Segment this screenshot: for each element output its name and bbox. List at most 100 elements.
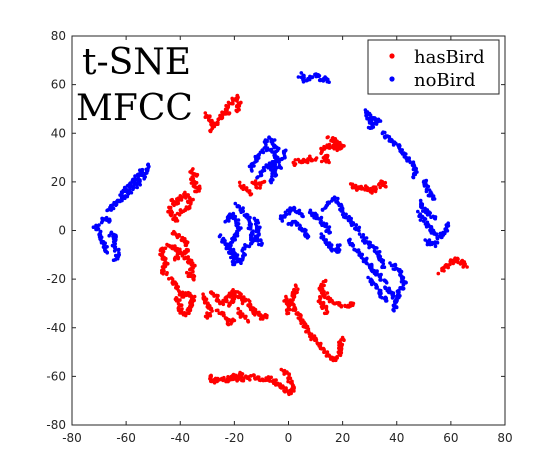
data-point-hasbird [189, 308, 193, 312]
data-point-hasbird [184, 243, 188, 247]
data-point-hasbird [194, 173, 198, 177]
data-point-hasbird [221, 111, 225, 115]
y-tick-label: 20 [51, 175, 66, 189]
data-point-nobird [99, 230, 103, 234]
data-point-nobird [144, 168, 148, 172]
data-point-nobird [394, 142, 398, 146]
data-point-nobird [416, 210, 420, 214]
data-point-hasbird [177, 307, 181, 311]
data-point-hasbird [246, 189, 250, 193]
data-point-hasbird [313, 338, 317, 342]
data-point-nobird [411, 175, 415, 179]
data-point-hasbird [306, 161, 310, 165]
data-point-hasbird [269, 376, 273, 380]
data-point-hasbird [165, 273, 169, 277]
data-point-nobird [436, 241, 440, 245]
y-tick-label: 60 [51, 78, 66, 92]
data-point-nobird [319, 219, 323, 223]
data-point-hasbird [159, 249, 163, 253]
data-point-nobird [420, 206, 424, 210]
data-point-nobird [409, 161, 413, 165]
data-point-hasbird [190, 181, 194, 185]
data-point-nobird [435, 232, 439, 236]
data-point-nobird [357, 229, 361, 233]
data-point-nobird [328, 225, 332, 229]
x-tick-label: -40 [170, 431, 190, 445]
data-point-hasbird [282, 389, 286, 393]
data-point-hasbird [309, 338, 313, 342]
data-point-nobird [365, 117, 369, 121]
data-point-hasbird [289, 392, 293, 396]
data-point-nobird [425, 224, 429, 228]
data-point-hasbird [178, 234, 182, 238]
data-point-nobird [395, 297, 399, 301]
x-tick-label: 20 [335, 431, 350, 445]
data-point-nobird [295, 222, 299, 226]
data-point-hasbird [215, 297, 219, 301]
x-tick-label: 80 [497, 431, 512, 445]
data-point-nobird [234, 202, 238, 206]
data-point-nobird [427, 194, 431, 198]
data-point-hasbird [287, 372, 291, 376]
data-point-hasbird [325, 311, 329, 315]
data-point-nobird [303, 230, 307, 234]
data-point-hasbird [222, 376, 226, 380]
data-point-hasbird [216, 122, 220, 126]
data-point-hasbird [189, 274, 193, 278]
data-point-nobird [379, 278, 383, 282]
data-point-hasbird [314, 158, 318, 162]
data-point-nobird [250, 168, 254, 172]
data-point-hasbird [205, 297, 209, 301]
data-point-hasbird [243, 315, 247, 319]
legend-label-hasbird: hasBird [414, 47, 485, 68]
data-point-nobird [141, 168, 145, 172]
data-point-hasbird [167, 244, 171, 248]
data-point-nobird [424, 179, 428, 183]
data-point-hasbird [370, 191, 374, 195]
data-point-hasbird [235, 110, 239, 114]
data-point-nobird [425, 190, 429, 194]
data-point-hasbird [327, 161, 331, 165]
data-point-hasbird [265, 314, 269, 318]
data-point-hasbird [294, 162, 298, 166]
data-point-hasbird [227, 304, 231, 308]
data-point-hasbird [294, 283, 298, 287]
data-point-nobird [412, 163, 416, 167]
data-point-hasbird [231, 301, 235, 305]
data-point-hasbird [377, 183, 381, 187]
data-point-hasbird [282, 369, 286, 373]
data-point-hasbird [188, 268, 192, 272]
data-point-nobird [428, 211, 432, 215]
data-point-hasbird [329, 298, 333, 302]
y-tick-label: 0 [58, 224, 66, 238]
data-point-nobird [327, 231, 331, 235]
data-point-nobird [276, 149, 280, 153]
data-point-hasbird [174, 286, 178, 290]
data-point-hasbird [285, 302, 289, 306]
data-point-hasbird [164, 257, 168, 261]
data-point-nobird [146, 163, 150, 167]
data-point-nobird [271, 178, 275, 182]
data-point-nobird [433, 217, 437, 221]
data-point-nobird [266, 147, 270, 151]
x-tick-label: -60 [116, 431, 136, 445]
data-point-hasbird [325, 306, 329, 310]
data-point-nobird [114, 258, 118, 262]
data-point-nobird [225, 219, 229, 223]
data-point-nobird [432, 229, 436, 233]
data-point-nobird [383, 131, 387, 135]
data-point-nobird [352, 248, 356, 252]
data-point-hasbird [173, 258, 177, 262]
data-point-hasbird [178, 252, 182, 256]
data-point-nobird [300, 214, 304, 218]
data-point-nobird [114, 203, 118, 207]
data-point-nobird [243, 253, 247, 257]
data-point-hasbird [192, 277, 196, 281]
data-point-hasbird [319, 296, 323, 300]
data-point-nobird [393, 268, 397, 272]
data-point-hasbird [322, 301, 326, 305]
y-tick-label: 40 [51, 126, 66, 140]
data-point-hasbird [326, 350, 330, 354]
data-point-hasbird [252, 374, 256, 378]
